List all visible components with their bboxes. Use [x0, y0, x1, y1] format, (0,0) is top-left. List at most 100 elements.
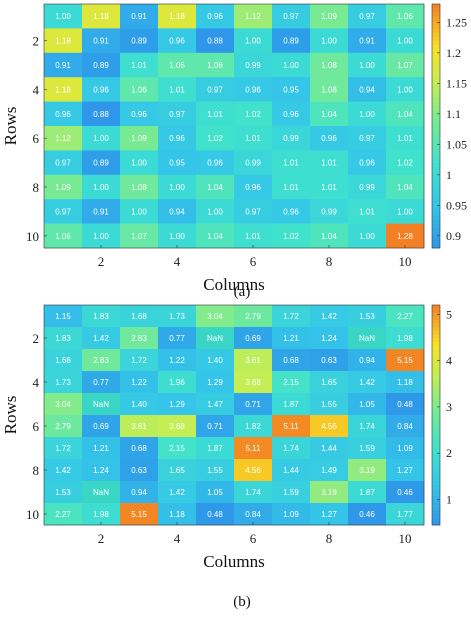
colorbar-segment [432, 117, 440, 123]
colorbar-segment [432, 52, 440, 58]
colorbar-segment [432, 506, 440, 511]
heatmap-cell [386, 150, 425, 176]
heatmap-cell [386, 459, 425, 482]
heatmap-cell [82, 126, 121, 151]
heatmap-cell [196, 349, 235, 372]
cell-value-label: 1.01 [283, 183, 299, 192]
colorbar-segment [432, 121, 440, 127]
cell-value-label: 0.96 [131, 110, 147, 119]
x-tick-label: 2 [98, 531, 105, 546]
heatmap-cell [158, 52, 197, 78]
colorbar-segment [432, 334, 440, 339]
cell-value-label: 1.55 [207, 466, 223, 475]
y-axis-title: Rows [1, 396, 20, 435]
heatmap-cell [120, 503, 159, 526]
heatmap-cell [82, 28, 121, 54]
cell-value-label: 1.21 [283, 334, 299, 343]
heatmap-cell [310, 223, 349, 249]
cell-value-label: 5.15 [131, 510, 147, 519]
x-tick-label: 2 [98, 254, 105, 269]
heatmap-cell [44, 101, 83, 127]
cell-value-label: 0.96 [169, 37, 185, 46]
heatmap-cell [196, 415, 235, 438]
heatmap-cell [120, 4, 159, 29]
cell-value-label: 1.09 [397, 444, 413, 453]
cell-value-label: 0.96 [169, 134, 185, 143]
cell-value-label: 5.11 [246, 444, 262, 453]
colorbar-segment [432, 418, 440, 423]
heatmap-cell [82, 4, 121, 29]
y-tick-label: 6 [33, 419, 40, 434]
cell-value-label: 1.27 [397, 466, 413, 475]
heatmap-cell [196, 28, 235, 54]
cell-value-label: 1.02 [283, 232, 299, 241]
heatmap-cell [120, 28, 159, 54]
colorbar-segment [432, 170, 440, 176]
heatmap-cell [234, 371, 273, 394]
cell-value-label: 1.00 [397, 37, 413, 46]
heatmap-cell [120, 393, 159, 416]
colorbar-segment [432, 12, 440, 17]
heatmap-cell [82, 150, 121, 176]
heatmap-cell [158, 77, 197, 102]
colorbar-frame [431, 3, 441, 249]
colorbar-segment [432, 510, 440, 515]
heatmap-cell [348, 393, 387, 416]
colorbar-segment [432, 195, 440, 200]
cell-value-label: 1.05 [207, 488, 223, 497]
heatmap-cell [386, 371, 425, 394]
colorbar-tick-label: 1.25 [446, 15, 467, 29]
colorbar-segment [432, 349, 440, 353]
cell-value-label: 1.09 [283, 510, 299, 519]
panel-caption: (a) [234, 284, 251, 300]
heatmap-cell [120, 459, 159, 482]
cell-value-label: NaN [93, 488, 109, 497]
colorbar-tick-label: 2 [446, 446, 452, 460]
heatmap-cell [82, 459, 121, 482]
x-tick-label: 10 [399, 254, 412, 269]
cell-value-label: 3.19 [359, 466, 375, 475]
heatmap-cell [44, 437, 83, 460]
y-tick-label: 6 [33, 131, 40, 146]
heatmap-cell [348, 150, 387, 176]
colorbar-tick-label: 5 [446, 307, 452, 321]
heatmap-cell [82, 305, 121, 328]
colorbar-segment [432, 134, 440, 139]
colorbar-segment [432, 363, 440, 368]
cell-value-label: 0.69 [245, 334, 261, 343]
colorbar-segment [432, 97, 440, 102]
heatmap-cell [82, 481, 121, 504]
colorbar-tick-label: 1.05 [446, 137, 467, 151]
colorbar-segment [432, 393, 440, 397]
heatmap-cell [44, 52, 83, 78]
heatmap-cell [348, 199, 387, 224]
colorbar-segment [432, 211, 440, 216]
colorbar-segment [432, 4, 440, 9]
cell-value-label: 0.77 [93, 378, 109, 387]
y-tick-label: 8 [33, 180, 40, 195]
heatmap-cell [272, 459, 311, 482]
colorbar-segment [432, 433, 440, 438]
cell-value-label: 1.40 [207, 356, 223, 365]
heatmap-cell [120, 327, 159, 350]
cell-value-label: 1.05 [359, 400, 375, 409]
colorbar-segment [432, 231, 440, 237]
heatmap-cell [348, 52, 387, 78]
cell-value-label: 1.00 [169, 183, 185, 192]
colorbar-segment [432, 235, 440, 241]
cell-value-label: 5.11 [284, 422, 300, 431]
cell-value-label: 1.28 [397, 232, 413, 241]
colorbar-segment [432, 521, 440, 526]
colorbar-segment [432, 341, 440, 346]
heatmap-cell [158, 174, 197, 200]
cell-value-label: 1.12 [55, 134, 71, 143]
heatmap-cell [272, 349, 311, 372]
cell-value-label: 0.94 [359, 85, 375, 94]
heatmap-cell [348, 503, 387, 526]
heatmap-cell [82, 199, 121, 224]
heatmap-cell [196, 503, 235, 526]
cell-value-label: 1.65 [169, 466, 185, 475]
heatmap-cell [310, 28, 349, 54]
colorbar-segment [432, 382, 440, 386]
cell-value-label: 1.83 [55, 334, 71, 343]
